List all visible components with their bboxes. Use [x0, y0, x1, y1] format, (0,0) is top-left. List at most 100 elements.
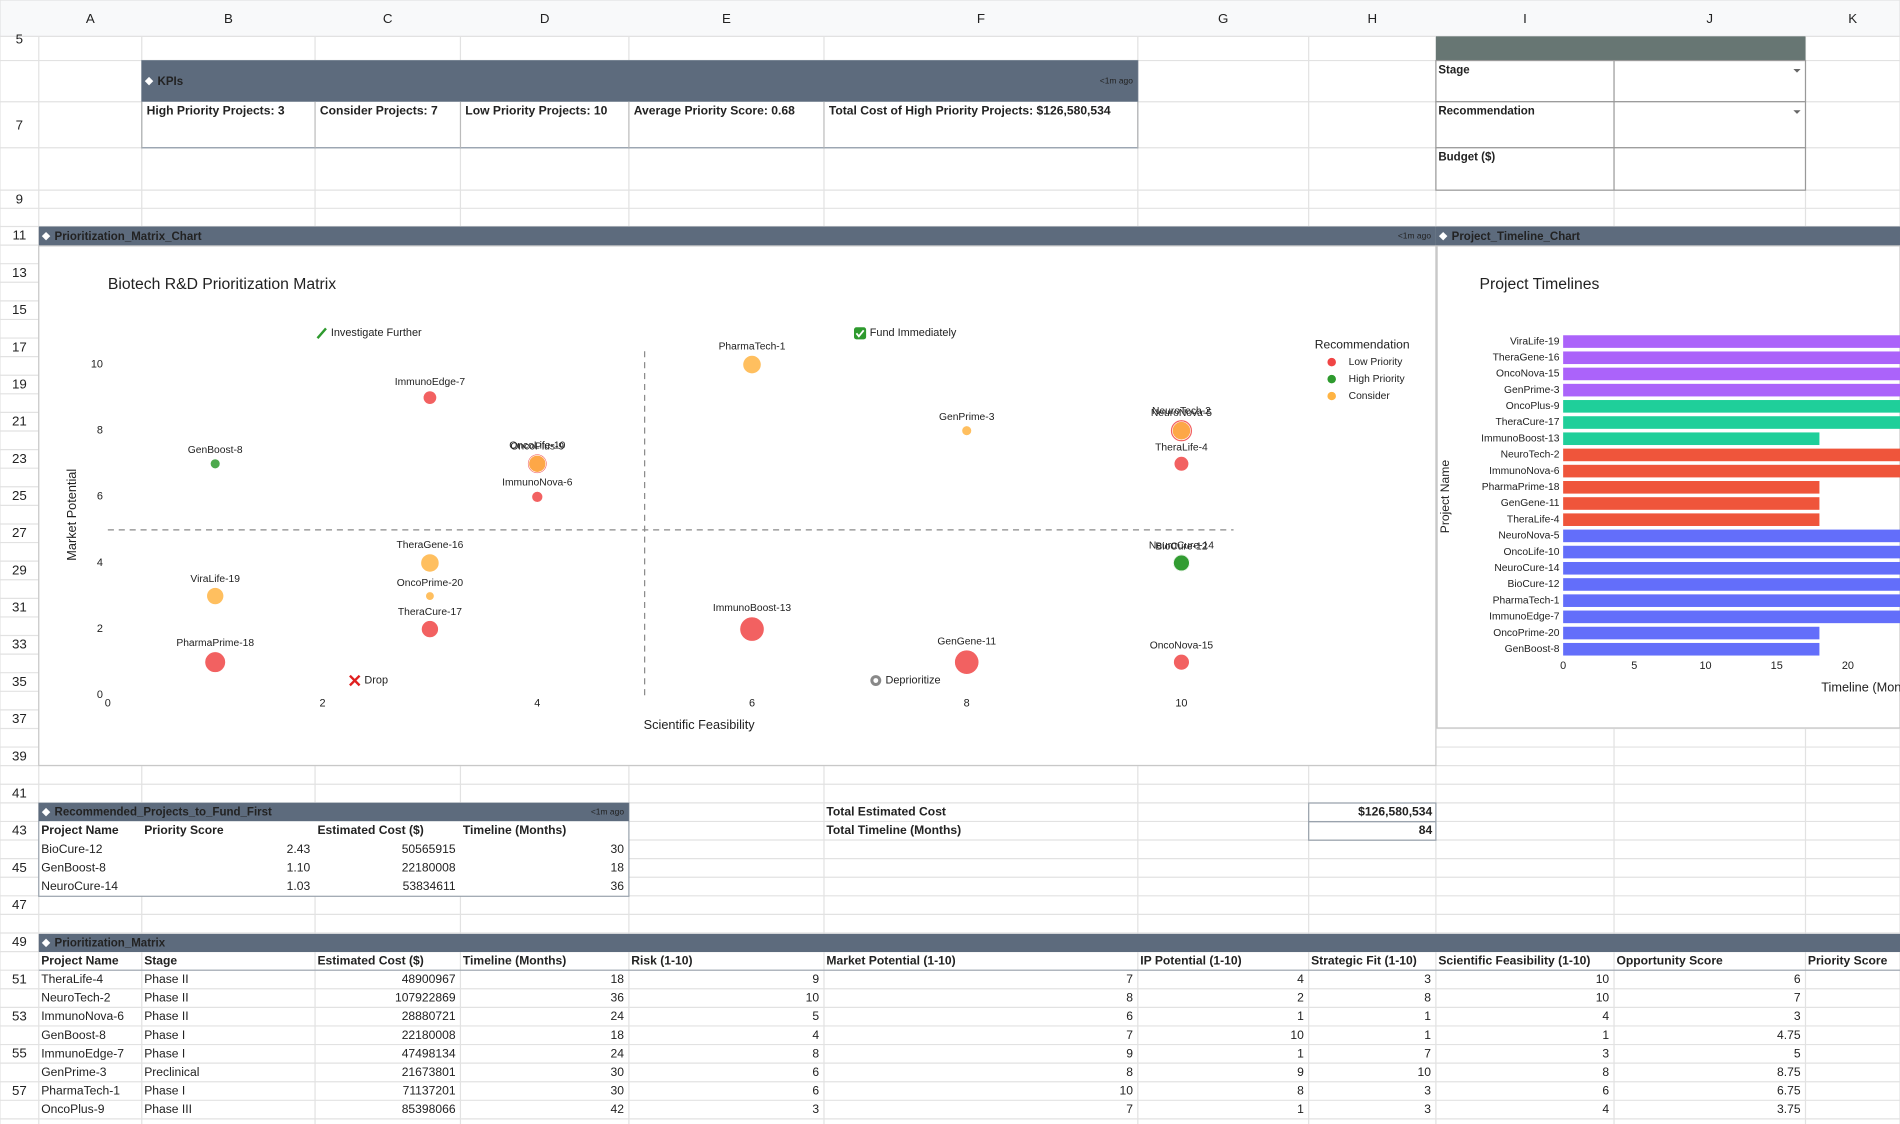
data-point — [1173, 653, 1190, 671]
data-point — [739, 616, 765, 642]
table-cell: Phase I — [144, 1028, 185, 1042]
row-header: 55 — [12, 1046, 27, 1061]
x-tick-label: 4 — [534, 698, 540, 710]
table-cell: 22180008 — [402, 1028, 456, 1042]
row-header: 57 — [12, 1083, 27, 1098]
table-cell: Phase I — [144, 1046, 185, 1060]
table-cell: 30 — [611, 1084, 625, 1098]
table-cell: 6 — [1794, 972, 1801, 986]
y-tick-label: NeuroCure-14 — [1494, 563, 1559, 574]
row-header: 29 — [12, 562, 27, 577]
bar — [1563, 416, 1900, 429]
data-point — [206, 587, 224, 605]
table-cell: 24 — [611, 1046, 625, 1060]
table-cell: NeuroTech-2 — [41, 991, 111, 1005]
data-point — [742, 355, 762, 374]
point-label: ImmunoBoost-13 — [713, 603, 792, 614]
legend-label[interactable]: Low Priority — [1349, 357, 1404, 368]
table-cell: Phase I — [144, 1084, 185, 1098]
panel-title: Prioritization_Matrix_Chart — [55, 231, 202, 243]
point-label: OncoNova-15 — [1150, 641, 1214, 652]
column-header: D — [540, 11, 550, 26]
row-header: 27 — [12, 525, 27, 540]
table-cell: NeuroCure-14 — [41, 879, 118, 893]
table-cell: 10 — [1290, 1028, 1304, 1042]
data-point — [954, 649, 980, 675]
filter-dropdown[interactable] — [1793, 69, 1801, 73]
y-tick-label: GenPrime-3 — [1504, 385, 1560, 396]
table-cell: Phase II — [144, 1009, 188, 1023]
row-header: 35 — [12, 674, 27, 689]
legend-label[interactable]: High Priority — [1349, 374, 1406, 385]
table-cell: 71137201 — [403, 1084, 456, 1098]
panel-header — [141, 60, 1138, 102]
table-cell: 6 — [1602, 1084, 1609, 1098]
filter-dropdown[interactable] — [1793, 110, 1801, 114]
data-point — [420, 553, 440, 573]
annotation: Drop — [364, 674, 388, 686]
table-cell: OncoPlus-9 — [41, 1102, 105, 1116]
chart-title: Project Timelines — [1480, 276, 1600, 293]
table-cell: 28880721 — [402, 1009, 456, 1023]
table-header: Project Name — [41, 823, 119, 837]
table-cell: 18 — [611, 1028, 625, 1042]
table-cell: 2 — [1297, 991, 1304, 1005]
row-header: 39 — [12, 748, 27, 763]
panel-title: Prioritization_Matrix — [55, 938, 166, 950]
filter-cell — [1435, 59, 1807, 103]
kpi-value: Average Priority Score: 0.68 — [634, 104, 795, 118]
point-label: ViraLife-19 — [190, 574, 240, 585]
table-cell: 8 — [1126, 991, 1133, 1005]
row-header: 11 — [12, 228, 26, 243]
bar — [1563, 610, 1900, 624]
y-tick-label: 4 — [97, 557, 103, 569]
bar — [1563, 383, 1900, 397]
bar — [1563, 432, 1820, 446]
point-label: OncoPlus-9 — [510, 442, 564, 453]
column-header: K — [1848, 11, 1857, 26]
y-tick-label: 2 — [97, 623, 103, 635]
table-cell: GenPrime-3 — [41, 1065, 107, 1079]
chart-panel — [38, 245, 1437, 767]
table-cell: Phase II — [144, 972, 188, 986]
point-label: ImmunoEdge-7 — [395, 377, 466, 388]
row-header: 51 — [12, 971, 27, 986]
table-cell: 6.75 — [1777, 1084, 1801, 1098]
table-cell: 10 — [1119, 1084, 1133, 1098]
table-cell: 10 — [1596, 972, 1610, 986]
table-cell: ImmunoNova-6 — [41, 1009, 124, 1023]
table-header: Priority Score — [144, 823, 224, 837]
data-point — [421, 620, 439, 638]
y-tick-label: OncoPlus-9 — [1506, 401, 1560, 412]
chart-title: Biotech R&D Prioritization Matrix — [108, 276, 336, 293]
total-label: Total Timeline (Months) — [826, 823, 961, 837]
table-cell: 4 — [1602, 1009, 1609, 1023]
row-header: 15 — [12, 302, 27, 317]
y-tick-label: PharmaTech-1 — [1493, 595, 1560, 606]
table-cell: 10 — [1418, 1065, 1432, 1079]
table-header: Estimated Cost ($) — [317, 953, 423, 967]
column-header: E — [722, 11, 731, 26]
point-label: GenBoost-8 — [188, 445, 243, 456]
x-tick-label: 6 — [749, 698, 755, 710]
row-header: 49 — [12, 934, 27, 949]
data-point — [210, 458, 221, 469]
table-cell: 10 — [1596, 991, 1610, 1005]
table-cell: 9 — [812, 972, 819, 986]
table-cell: 8 — [1126, 1065, 1133, 1079]
x-tick-label: 5 — [1631, 660, 1637, 672]
column-header: H — [1367, 11, 1377, 26]
column-header: I — [1523, 11, 1527, 26]
table-cell: PharmaTech-1 — [41, 1084, 120, 1098]
legend-label[interactable]: Consider — [1349, 391, 1391, 402]
x-tick-label: 10 — [1175, 698, 1187, 710]
point-label: OncoPrime-20 — [397, 578, 464, 589]
total-label: Total Estimated Cost — [826, 804, 946, 818]
point-label: PharmaTech-1 — [719, 342, 786, 353]
kpi-value: Total Cost of High Priority Projects: $1… — [829, 104, 1111, 118]
filter-header — [1435, 36, 1806, 61]
point-label: NeuroNova-5 — [1151, 408, 1212, 419]
row-header: 21 — [12, 414, 27, 429]
row-header: 33 — [12, 637, 27, 652]
data-point — [528, 454, 547, 473]
